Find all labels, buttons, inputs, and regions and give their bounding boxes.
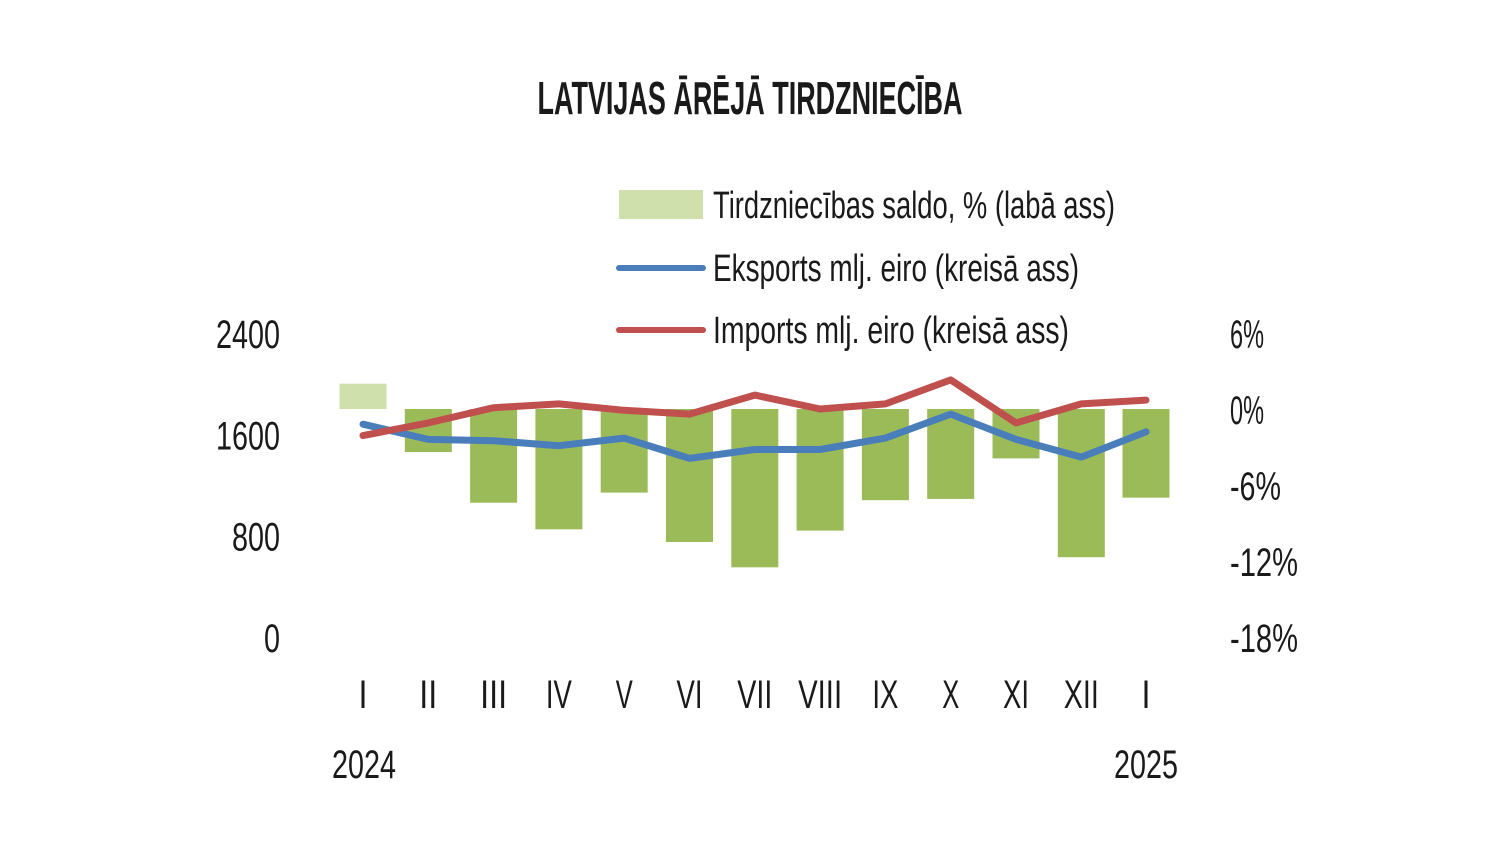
legend-label-import: Imports mlj. eiro (kreisā ass) xyxy=(713,310,1069,352)
left-tick-label: 0 xyxy=(264,617,280,661)
x-category-label: II xyxy=(419,673,437,717)
right-tick-label: 0% xyxy=(1230,389,1264,433)
saldo-bar xyxy=(1122,409,1170,498)
legend-swatch-saldo xyxy=(619,190,703,219)
chart-title: LATVIJAS ĀRĒJĀ TIRDZNIECĪBA xyxy=(538,72,963,124)
x-category-label: VIII xyxy=(798,673,842,717)
right-tick-label: -18% xyxy=(1230,617,1298,661)
x-category-label: XI xyxy=(1003,673,1029,717)
x-category-label: V xyxy=(616,673,633,717)
left-tick-label: 2400 xyxy=(216,313,280,357)
saldo-bar xyxy=(339,383,387,409)
saldo-bar xyxy=(1057,409,1105,558)
right-tick-label: 6% xyxy=(1230,313,1264,357)
left-axis-ticks: 0 800 1600 2400 xyxy=(216,313,280,661)
saldo-bar xyxy=(404,409,452,453)
x-category-label: III xyxy=(480,673,507,717)
x-category-label: X xyxy=(942,673,959,717)
x-axis-categories: I II III IV V VI VII VIII IX X XI XII I xyxy=(359,673,1151,717)
x-category-label: I xyxy=(1142,673,1151,717)
legend-label-export: Eksports mlj. eiro (kreisā ass) xyxy=(713,248,1079,290)
saldo-bar xyxy=(861,409,909,501)
legend: Tirdzniecības saldo, % (labā ass) Ekspor… xyxy=(616,185,1115,352)
x-category-label: IX xyxy=(872,673,898,717)
right-tick-label: -12% xyxy=(1230,541,1298,585)
right-axis-ticks: -18% -12% -6% 0% 6% xyxy=(1230,313,1298,661)
year-label-2024: 2024 xyxy=(332,743,396,787)
x-category-label: I xyxy=(359,673,368,717)
saldo-bar xyxy=(600,409,648,493)
x-category-label: VII xyxy=(737,673,772,717)
saldo-bar xyxy=(666,409,713,542)
x-category-label: VI xyxy=(677,673,703,717)
right-tick-label: -6% xyxy=(1230,465,1281,509)
saldo-bar xyxy=(927,409,975,499)
left-tick-label: 800 xyxy=(232,516,280,560)
x-category-label: IV xyxy=(546,673,572,717)
left-tick-label: 1600 xyxy=(216,414,280,458)
year-label-2025: 2025 xyxy=(1114,743,1178,787)
legend-label-saldo: Tirdzniecības saldo, % (labā ass) xyxy=(713,185,1115,227)
saldo-bar xyxy=(470,409,518,503)
x-category-label: XII xyxy=(1064,673,1099,717)
lines xyxy=(359,376,1150,462)
saldo-bars xyxy=(339,383,1170,568)
saldo-bar xyxy=(796,409,844,531)
saldo-bar xyxy=(535,409,583,530)
saldo-bar xyxy=(731,409,779,568)
